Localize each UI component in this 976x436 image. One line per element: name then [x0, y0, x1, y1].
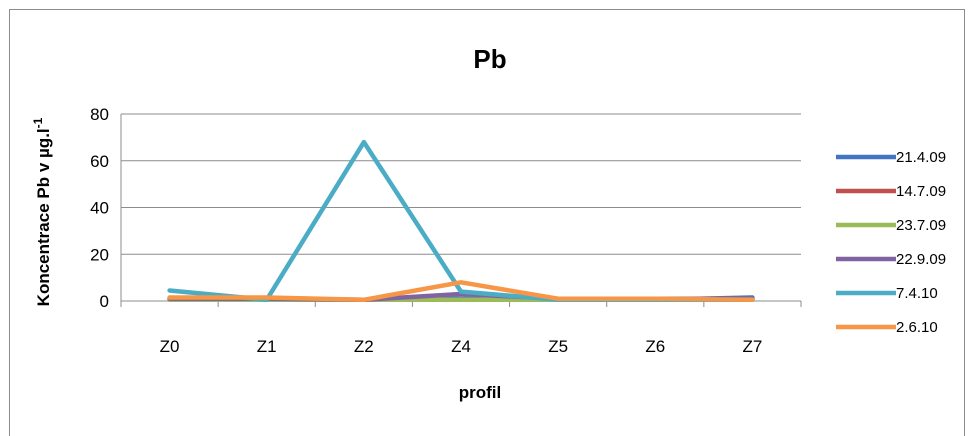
x-tick-label: Z7 [743, 337, 763, 356]
x-tick-label: Z4 [451, 337, 471, 356]
legend-label: 14.7.09 [896, 183, 946, 200]
gridlines [120, 113, 802, 307]
y-tick-label: 0 [100, 292, 109, 311]
y-axis-title-superscript: -1 [31, 117, 45, 128]
legend: 21.4.09 14.7.09 23.7.09 22.9.09 7.4.10 2.6.10 [836, 149, 946, 336]
x-axis-title: profil [459, 383, 502, 402]
y-tick-label: 80 [90, 105, 109, 124]
y-tick-label: 60 [90, 152, 109, 171]
series-line-5 [167, 280, 755, 303]
x-tick-label: Z6 [645, 337, 665, 356]
x-tick-label: Z5 [548, 337, 568, 356]
y-axis-title: Koncentrace Pb v µg.l-1 [31, 117, 53, 306]
legend-label: 7.4.10 [896, 285, 938, 302]
y-axis-title-group: Koncentrace Pb v µg.l-1 [31, 117, 53, 306]
chart-frame [9, 9, 965, 436]
y-tick-label: 40 [90, 199, 109, 218]
y-tick-labels: 0 20 40 60 80 [90, 105, 109, 311]
legend-label: 21.4.09 [896, 149, 946, 166]
legend-label: 23.7.09 [896, 217, 946, 234]
legend-label: 22.9.09 [896, 251, 946, 268]
series-line-4 [167, 139, 755, 303]
x-tick-label: Z1 [257, 337, 277, 356]
series-lines [167, 139, 755, 303]
x-tick-labels: Z0 Z1 Z2 Z4 Z5 Z6 Z7 [160, 337, 763, 356]
x-tick-label: Z0 [160, 337, 180, 356]
x-tick-label: Z2 [354, 337, 374, 356]
y-axis-title-main: Koncentrace Pb v µg.l [34, 128, 53, 306]
legend-label: 2.6.10 [896, 319, 938, 336]
y-tick-label: 20 [90, 245, 109, 264]
chart-title: Pb [473, 44, 506, 74]
